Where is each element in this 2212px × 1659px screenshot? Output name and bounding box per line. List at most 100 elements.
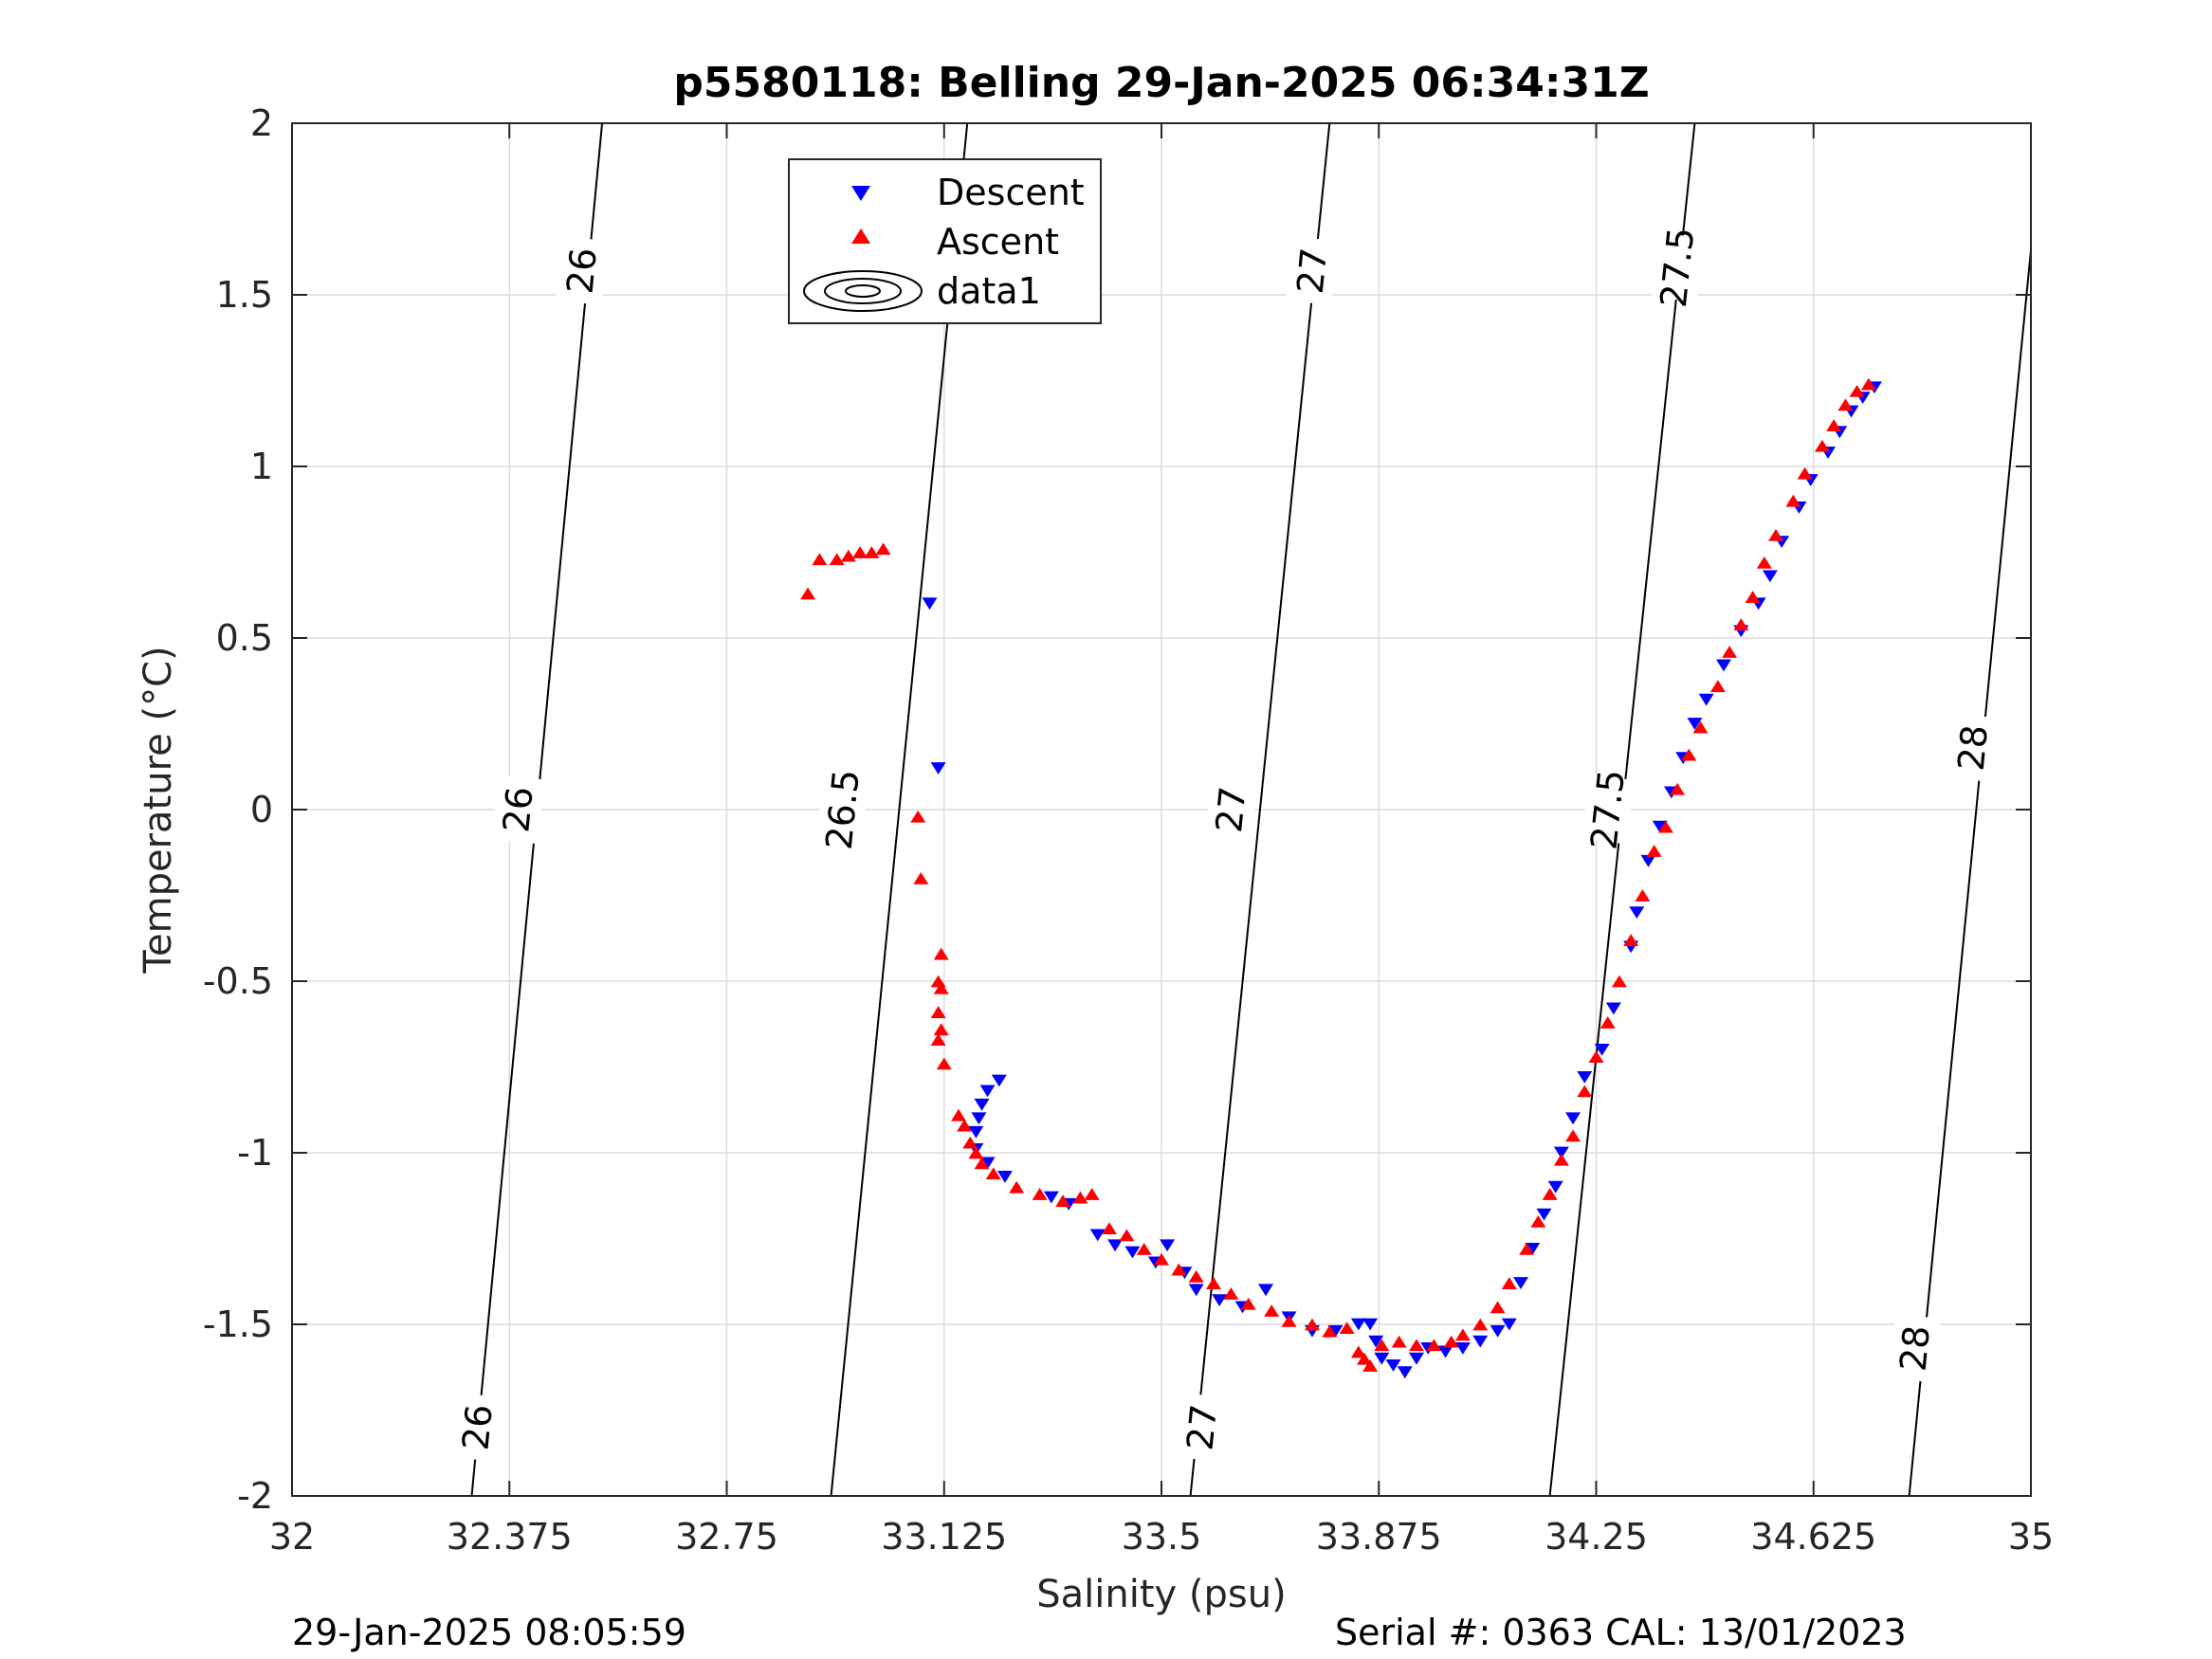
legend-ascent-label: Ascent xyxy=(937,221,1059,263)
descent-point xyxy=(1762,570,1778,583)
isopycnal-27 xyxy=(1189,123,1331,1496)
descent-point xyxy=(1687,718,1703,730)
descent-point xyxy=(1594,1044,1610,1056)
ascent-point xyxy=(1785,494,1801,507)
ascent-point xyxy=(951,1108,967,1121)
ascent-point xyxy=(1426,1339,1442,1352)
ascent-point xyxy=(1814,439,1830,452)
ascent-point xyxy=(1136,1242,1152,1255)
x-tick-label: 33.875 xyxy=(1316,1516,1442,1558)
ascent-point xyxy=(1756,556,1772,569)
descent-point xyxy=(1258,1284,1274,1297)
descent-point xyxy=(1629,906,1645,919)
descent-point xyxy=(1327,1324,1344,1338)
legend: Descent Ascent data1 xyxy=(788,158,1102,324)
y-tick-label: 1 xyxy=(250,446,273,487)
contour-label-bg xyxy=(1205,775,1257,845)
ascent-point xyxy=(1501,1277,1517,1289)
ascent-point xyxy=(1322,1324,1338,1338)
ascent-point xyxy=(1350,1345,1366,1358)
ascent-point xyxy=(1206,1277,1222,1289)
ascent-point xyxy=(1264,1304,1280,1317)
descent-point xyxy=(922,597,938,611)
descent-point xyxy=(1577,1070,1593,1084)
legend-descent-label: Descent xyxy=(937,172,1085,213)
ascent-point xyxy=(1084,1188,1100,1200)
ascent-point xyxy=(1768,529,1784,541)
contour-label-bg xyxy=(1651,232,1704,302)
ascent-point xyxy=(1646,845,1662,857)
descent-point xyxy=(991,1074,1007,1087)
descent-point xyxy=(1089,1229,1106,1242)
y-tick-label: 2 xyxy=(250,102,273,144)
x-tick-label: 35 xyxy=(2008,1516,2054,1558)
x-tick-label: 32.375 xyxy=(447,1516,573,1558)
descent-point xyxy=(1454,1341,1471,1355)
x-tick-label: 34.25 xyxy=(1545,1516,1648,1558)
ascent-point xyxy=(812,553,828,566)
descent-point xyxy=(1513,1277,1529,1289)
y-tick-label: 0.5 xyxy=(216,617,273,659)
ascent-point xyxy=(1849,384,1865,397)
descent-point xyxy=(1374,1352,1390,1365)
ascent-point xyxy=(1101,1222,1117,1235)
ascent-point xyxy=(1733,618,1749,630)
ascent-point xyxy=(1681,748,1697,761)
ascent-point xyxy=(1188,1269,1204,1283)
ascent-point xyxy=(1670,782,1686,795)
ascent-point xyxy=(829,553,845,566)
descent-point xyxy=(1397,1366,1413,1379)
ascent-point xyxy=(1472,1318,1489,1331)
ascent-point xyxy=(962,1136,978,1149)
descent-point xyxy=(1640,854,1656,867)
x-tick-label: 33.5 xyxy=(1122,1516,1202,1558)
ascent-point xyxy=(1119,1229,1135,1242)
ascent-point xyxy=(1443,1335,1459,1348)
contour-label: 27 xyxy=(1208,785,1254,835)
descent-point xyxy=(1553,1146,1569,1159)
y-tick-label: 0 xyxy=(250,789,273,830)
ascent-series xyxy=(800,377,1876,1372)
descent-point xyxy=(1212,1294,1228,1307)
contour-label-bg xyxy=(1581,775,1635,845)
legend-box xyxy=(788,158,1102,324)
ascent-point xyxy=(1281,1314,1297,1327)
ascent-point xyxy=(930,1033,946,1046)
ascent-point xyxy=(1339,1322,1355,1335)
contour-label: 26 xyxy=(454,1402,500,1451)
y-tick-label: 1.5 xyxy=(216,274,273,316)
descent-point xyxy=(971,1112,987,1125)
ascent-point xyxy=(936,1057,952,1070)
ascent-point xyxy=(1171,1263,1187,1276)
ascent-point xyxy=(910,810,926,823)
contour-label: 27.5 xyxy=(1653,226,1703,310)
ascent-point xyxy=(1635,889,1651,902)
ascent-point xyxy=(1692,720,1709,734)
ascent-point xyxy=(1623,934,1639,946)
contour-label: 26 xyxy=(495,785,540,834)
descent-point xyxy=(979,1085,996,1098)
contour-label-bg xyxy=(816,775,869,845)
ascent-point xyxy=(1722,646,1738,658)
legend-ascent-marker xyxy=(851,228,870,244)
ascent-point xyxy=(1055,1194,1071,1208)
ascent-point xyxy=(1797,466,1813,480)
contour-label: 27.5 xyxy=(1582,768,1633,852)
contour-label: 26 xyxy=(558,246,604,296)
ascent-point xyxy=(1391,1335,1407,1348)
ascent-point xyxy=(1454,1328,1471,1341)
x-tick-label: 34.625 xyxy=(1750,1516,1876,1558)
footer-timestamp: 29-Jan-2025 08:05:59 xyxy=(292,1612,686,1653)
ascent-point xyxy=(968,1146,984,1159)
ascent-point xyxy=(1356,1352,1372,1365)
ascent-point xyxy=(985,1167,1001,1180)
descent-point xyxy=(968,1125,984,1139)
descent-point xyxy=(1385,1359,1401,1372)
ascent-point xyxy=(1826,419,1842,431)
ascent-point xyxy=(1408,1339,1424,1352)
ascent-point xyxy=(800,587,816,600)
chart-title: p5580118: Belling 29-Jan-2025 06:34:31Z xyxy=(673,59,1649,107)
ascent-point xyxy=(933,981,949,994)
ascent-point xyxy=(1240,1297,1256,1310)
